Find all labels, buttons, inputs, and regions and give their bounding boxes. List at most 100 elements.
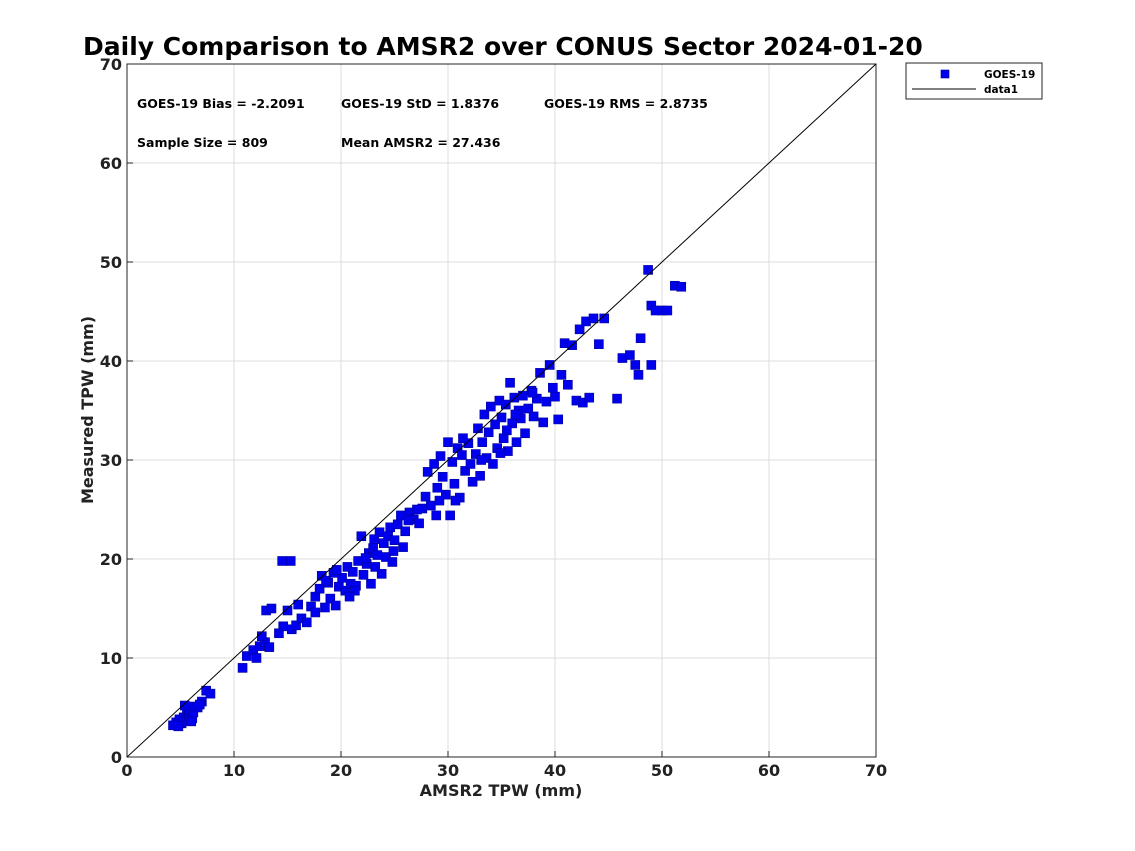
scatter-point xyxy=(278,621,289,632)
x-tick-label: 50 xyxy=(651,761,673,780)
scatter-point xyxy=(518,390,528,401)
scatter-point xyxy=(612,393,622,404)
scatter-point xyxy=(594,339,604,349)
scatter-point xyxy=(445,510,455,521)
scatter-point xyxy=(495,448,506,458)
scatter-point xyxy=(550,391,560,402)
scatter-point xyxy=(350,585,360,596)
scatter-point xyxy=(535,368,545,378)
scatter-point xyxy=(488,459,498,469)
scatter-point xyxy=(342,562,353,572)
x-axis-label: AMSR2 TPW (mm) xyxy=(420,781,583,800)
y-tick-label: 20 xyxy=(100,550,122,569)
scatter-point xyxy=(403,515,414,526)
y-tick-label: 50 xyxy=(100,253,122,272)
scatter-point xyxy=(447,457,458,467)
scatter-point xyxy=(635,333,646,344)
x-tick-label: 0 xyxy=(121,761,132,780)
scatter-point xyxy=(633,370,644,380)
y-tick-label: 30 xyxy=(100,451,122,470)
scatter-point xyxy=(643,265,653,275)
scatter-point xyxy=(449,478,460,489)
stat-std: GOES-19 StD = 1.8376 xyxy=(341,96,499,111)
scatter-point xyxy=(310,607,321,618)
scatter-point xyxy=(541,396,552,407)
scatter-point xyxy=(301,617,312,628)
scatter-point xyxy=(347,567,358,577)
stat-sample-size: Sample Size = 809 xyxy=(137,135,268,150)
scatter-point xyxy=(381,552,391,562)
reference-line-data1 xyxy=(126,63,877,758)
scatter-point xyxy=(186,716,196,727)
scatter-point xyxy=(369,534,379,545)
scatter-point xyxy=(314,583,325,594)
scatter-point xyxy=(443,437,453,447)
scatter-point xyxy=(523,403,534,414)
y-tick-label: 60 xyxy=(100,154,122,173)
scatter-point xyxy=(344,591,355,602)
scatter-point xyxy=(646,360,657,370)
legend-box xyxy=(905,62,1043,100)
scatter-point xyxy=(511,437,522,447)
grid-lines xyxy=(127,64,876,757)
scatter-point xyxy=(588,313,599,324)
scatter-point xyxy=(376,569,387,579)
y-axis-ticks: 0 10 20 30 40 50 60 70 xyxy=(100,55,133,767)
scatter-point xyxy=(625,350,635,360)
scatter-point xyxy=(429,459,439,469)
scatter-point xyxy=(179,700,190,711)
scatter-point xyxy=(205,688,216,699)
scatter-point xyxy=(584,392,595,403)
scatter-point xyxy=(500,399,511,410)
scatter-point xyxy=(476,455,486,465)
scatter-point xyxy=(574,324,585,335)
scatter-point xyxy=(437,472,448,482)
scatter-point xyxy=(467,476,478,487)
stat-mean-amsr2: Mean AMSR2 = 27.436 xyxy=(341,135,501,150)
scatter-point xyxy=(337,573,347,583)
scatter-point xyxy=(505,377,515,388)
scatter-point xyxy=(330,600,341,611)
scatter-point xyxy=(237,663,248,673)
scatter-point xyxy=(257,631,267,642)
stat-bias: GOES-19 Bias = -2.2091 xyxy=(137,96,305,111)
scatter-point xyxy=(538,417,549,428)
scatter-point xyxy=(293,599,304,610)
scatter-point xyxy=(366,578,376,589)
plot-frame xyxy=(126,63,877,758)
x-tick-label: 60 xyxy=(758,761,780,780)
scatter-point xyxy=(412,504,422,515)
scatter-point xyxy=(426,500,436,511)
scatter-point xyxy=(563,379,573,390)
legend-label-goes19: GOES-19 xyxy=(984,69,1035,81)
scatter-point xyxy=(479,409,490,420)
scatter-point xyxy=(463,438,474,448)
scatter-point xyxy=(509,392,520,403)
scatter-point xyxy=(432,482,443,493)
scatter-point xyxy=(370,562,381,572)
scatter-point xyxy=(325,593,336,604)
y-tick-label: 70 xyxy=(100,55,122,74)
scatter-point xyxy=(483,427,494,438)
scatter-point xyxy=(173,721,184,732)
scatter-point xyxy=(264,642,275,652)
scatter-point xyxy=(285,556,296,566)
scatter-point xyxy=(485,401,496,412)
y-tick-label: 40 xyxy=(100,352,122,371)
scatter-point xyxy=(471,449,481,459)
scatter-point xyxy=(251,653,262,663)
legend-marker-goes19 xyxy=(940,69,950,79)
x-tick-label: 40 xyxy=(544,761,566,780)
y-tick-label: 0 xyxy=(111,748,122,767)
scatter-point xyxy=(475,471,485,481)
scatter-point xyxy=(389,535,400,545)
scatter-point xyxy=(194,699,205,710)
scatter-point xyxy=(477,437,488,447)
scatter-point xyxy=(435,451,446,461)
goes19-points xyxy=(168,265,687,732)
x-tick-label: 10 xyxy=(223,761,245,780)
scatter-point xyxy=(431,510,442,521)
scatter-point xyxy=(510,409,521,420)
scatter-point xyxy=(676,281,687,292)
